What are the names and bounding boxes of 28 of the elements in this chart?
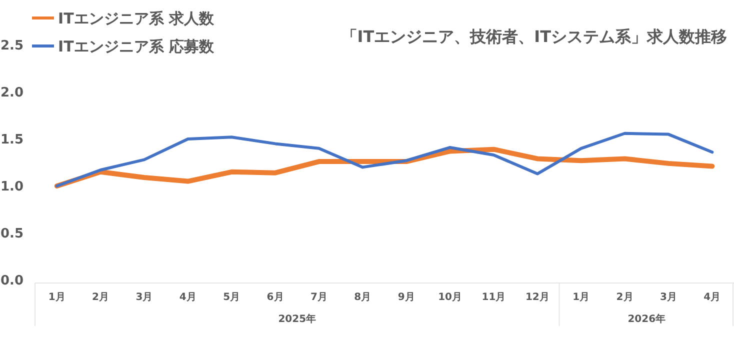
x-tick-label: 5月 xyxy=(223,292,240,303)
y-tick-label: 1.0 xyxy=(0,180,24,195)
x-tick-label: 12月 xyxy=(525,292,550,303)
y-tick-label: 2.5 xyxy=(0,38,24,54)
x-tick-label: 4月 xyxy=(704,292,721,303)
x-tick-label: 10月 xyxy=(438,292,462,303)
y-tick-label: 2.0 xyxy=(0,86,24,101)
y-tick-label: 0.0 xyxy=(0,274,24,289)
x-tick-label: 2月 xyxy=(92,292,110,303)
x-tick-label: 11月 xyxy=(482,292,506,303)
y-tick-label: 0.5 xyxy=(0,226,24,242)
x-tick-label: 1月 xyxy=(48,292,66,303)
x-tick-label: 6月 xyxy=(266,292,284,303)
text: 2026年 xyxy=(628,313,666,325)
line-series xyxy=(55,132,714,188)
x-tick-label: 4月 xyxy=(179,292,196,303)
chart-title: 「ITエンジニア、技術者、ITシステム系」求人数推移 xyxy=(341,27,727,46)
y-tick-label: 1.5 xyxy=(0,132,24,148)
x-tick-label: 8月 xyxy=(354,292,372,303)
x-tick-label: 3月 xyxy=(660,292,677,303)
x-tick-label: 2月 xyxy=(616,292,634,303)
text: 2025年 xyxy=(278,313,316,325)
legend-label: ITエンジニア系 求人数 xyxy=(58,9,216,28)
x-tick-label: 3月 xyxy=(136,292,153,303)
legend-label: ITエンジニア系 応募数 xyxy=(58,37,216,56)
x-tick-label: 1月 xyxy=(572,292,590,303)
x-tick-label: 7月 xyxy=(310,292,328,303)
x-tick-label: 9月 xyxy=(398,292,415,303)
